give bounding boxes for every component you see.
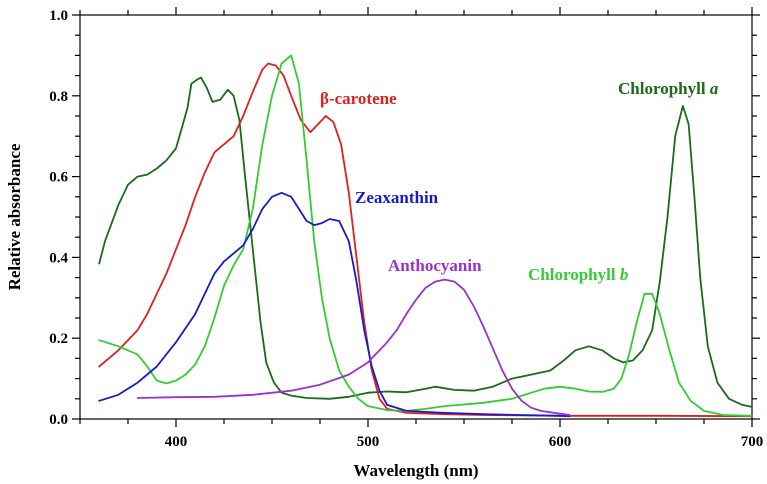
y-tick-label: 0.0 bbox=[49, 412, 68, 428]
y-tick-label: 0.4 bbox=[49, 250, 68, 266]
y-axis-title: Relative absorbance bbox=[5, 143, 24, 290]
series-line-chlorophyll-b bbox=[98, 54, 753, 417]
label-zeaxanthin: Zeaxanthin bbox=[355, 188, 439, 207]
label-zeaxanthin-text: Zeaxanthin bbox=[355, 188, 439, 207]
label-anthocyanin-text: Anthocyanin bbox=[388, 256, 482, 275]
label-anthocyanin: Anthocyanin bbox=[388, 256, 482, 275]
series-line-beta-carotene bbox=[98, 62, 753, 418]
series-lines bbox=[98, 54, 753, 418]
axis-ticks bbox=[72, 7, 760, 427]
x-tick-label: 500 bbox=[357, 434, 380, 450]
x-tick-label: 400 bbox=[165, 434, 188, 450]
y-tick-label: 0.6 bbox=[49, 170, 68, 186]
label-chlorophyll-b: Chlorophyll b bbox=[528, 265, 628, 284]
y-tick-label: 0.8 bbox=[49, 89, 68, 105]
label-chlorophyll-b-text: Chlorophyll bbox=[528, 265, 620, 284]
series-line-chlorophyll-a bbox=[98, 76, 753, 408]
x-tick-label: 700 bbox=[741, 434, 764, 450]
label-chlorophyll-a-letter: a bbox=[710, 79, 719, 98]
x-tick-label: 600 bbox=[549, 434, 572, 450]
tick-labels: 400 500 600 700 0.0 0.2 0.4 0.6 0.8 1.0 bbox=[49, 8, 763, 450]
series-labels: Chlorophyll a β-carotene Zeaxanthin Anth… bbox=[320, 79, 719, 284]
y-tick-label: 0.2 bbox=[49, 331, 68, 347]
x-axis-title: Wavelength (nm) bbox=[353, 461, 478, 480]
label-beta-carotene-text: β-carotene bbox=[320, 89, 397, 108]
label-chlorophyll-a: Chlorophyll a bbox=[618, 79, 719, 98]
series-line-zeaxanthin bbox=[98, 191, 571, 418]
label-chlorophyll-b-letter: b bbox=[620, 265, 629, 284]
plot-frame bbox=[79, 14, 753, 420]
label-beta-carotene: β-carotene bbox=[320, 89, 397, 108]
label-chlorophyll-a-text: Chlorophyll bbox=[618, 79, 710, 98]
series-line-anthocyanin bbox=[136, 278, 571, 416]
y-tick-label: 1.0 bbox=[49, 8, 68, 24]
